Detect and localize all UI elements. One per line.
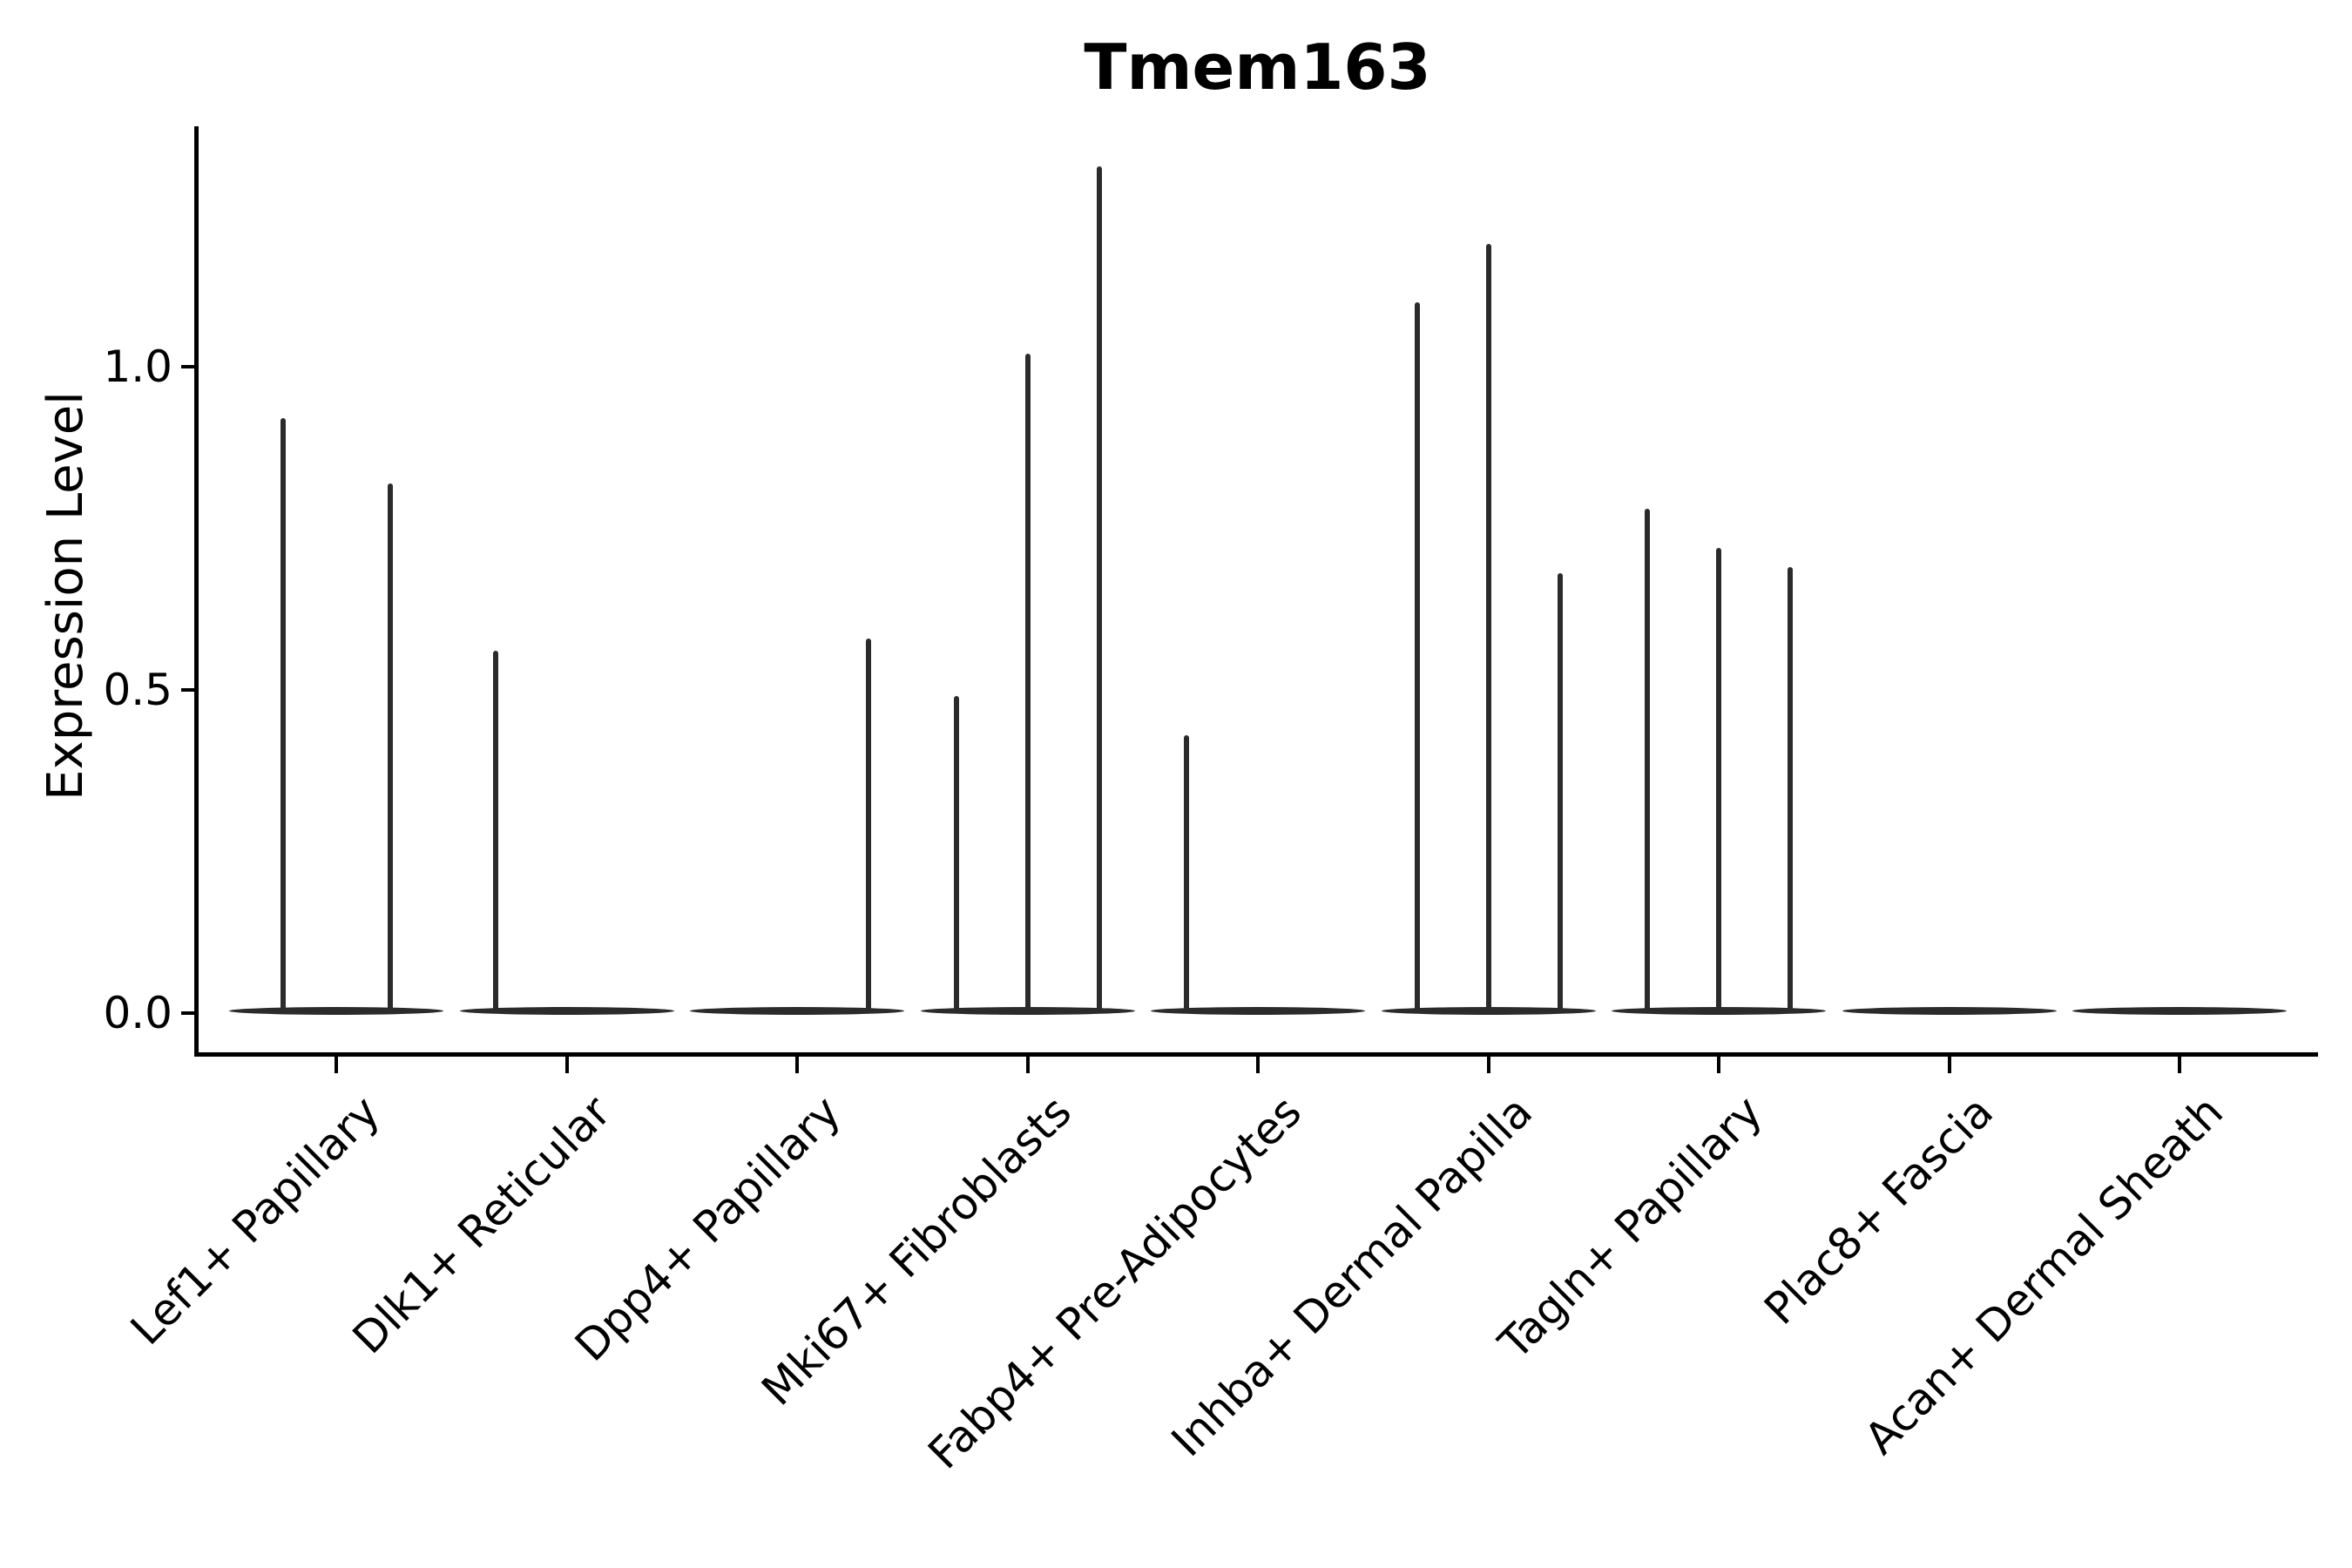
violin-baseline	[690, 1006, 904, 1015]
y-tick-mark	[181, 688, 197, 692]
violin-spike	[1184, 734, 1189, 1010]
violin-spike	[1716, 547, 1721, 1010]
violin-baseline	[459, 1006, 674, 1015]
violin-baseline	[1151, 1006, 1365, 1015]
violin-baseline	[1612, 1006, 1826, 1015]
x-tick-mark	[1025, 1054, 1030, 1073]
violin-baseline	[1381, 1006, 1596, 1015]
violin-baseline	[2072, 1006, 2287, 1015]
violin-baseline	[1842, 1006, 2057, 1015]
violin-spike	[1557, 573, 1563, 1010]
plot-title: Tmem163	[1084, 30, 1431, 104]
x-tick-mark	[795, 1054, 799, 1073]
x-tick-mark	[1256, 1054, 1260, 1073]
y-tick-mark	[181, 365, 197, 368]
y-tick-label: 0.0	[103, 988, 172, 1038]
violin-spike	[866, 638, 871, 1010]
x-tick-mark	[564, 1054, 569, 1073]
violin-spike	[387, 483, 393, 1010]
violin-spike	[1024, 354, 1031, 1010]
violin-spike	[492, 651, 498, 1010]
violin-baseline	[920, 1006, 1135, 1015]
y-tick-label: 1.0	[103, 341, 172, 392]
violin-spike	[1096, 166, 1102, 1010]
y-tick-mark	[181, 1011, 197, 1015]
violin-spike	[1485, 244, 1491, 1010]
violin-spike	[1645, 509, 1650, 1010]
violin-spike	[953, 696, 959, 1010]
x-tick-mark	[1717, 1054, 1720, 1073]
x-tick-mark	[335, 1054, 338, 1073]
x-tick-mark	[1947, 1054, 1951, 1073]
y-tick-label: 0.5	[103, 665, 172, 715]
violin-spike	[1414, 301, 1420, 1010]
violin-baseline	[229, 1006, 443, 1015]
x-tick-mark	[1486, 1054, 1490, 1073]
violin-spike	[280, 418, 286, 1010]
y-axis-spine	[194, 126, 199, 1057]
x-tick-mark	[2178, 1054, 2181, 1073]
violin-spike	[1788, 567, 1793, 1010]
